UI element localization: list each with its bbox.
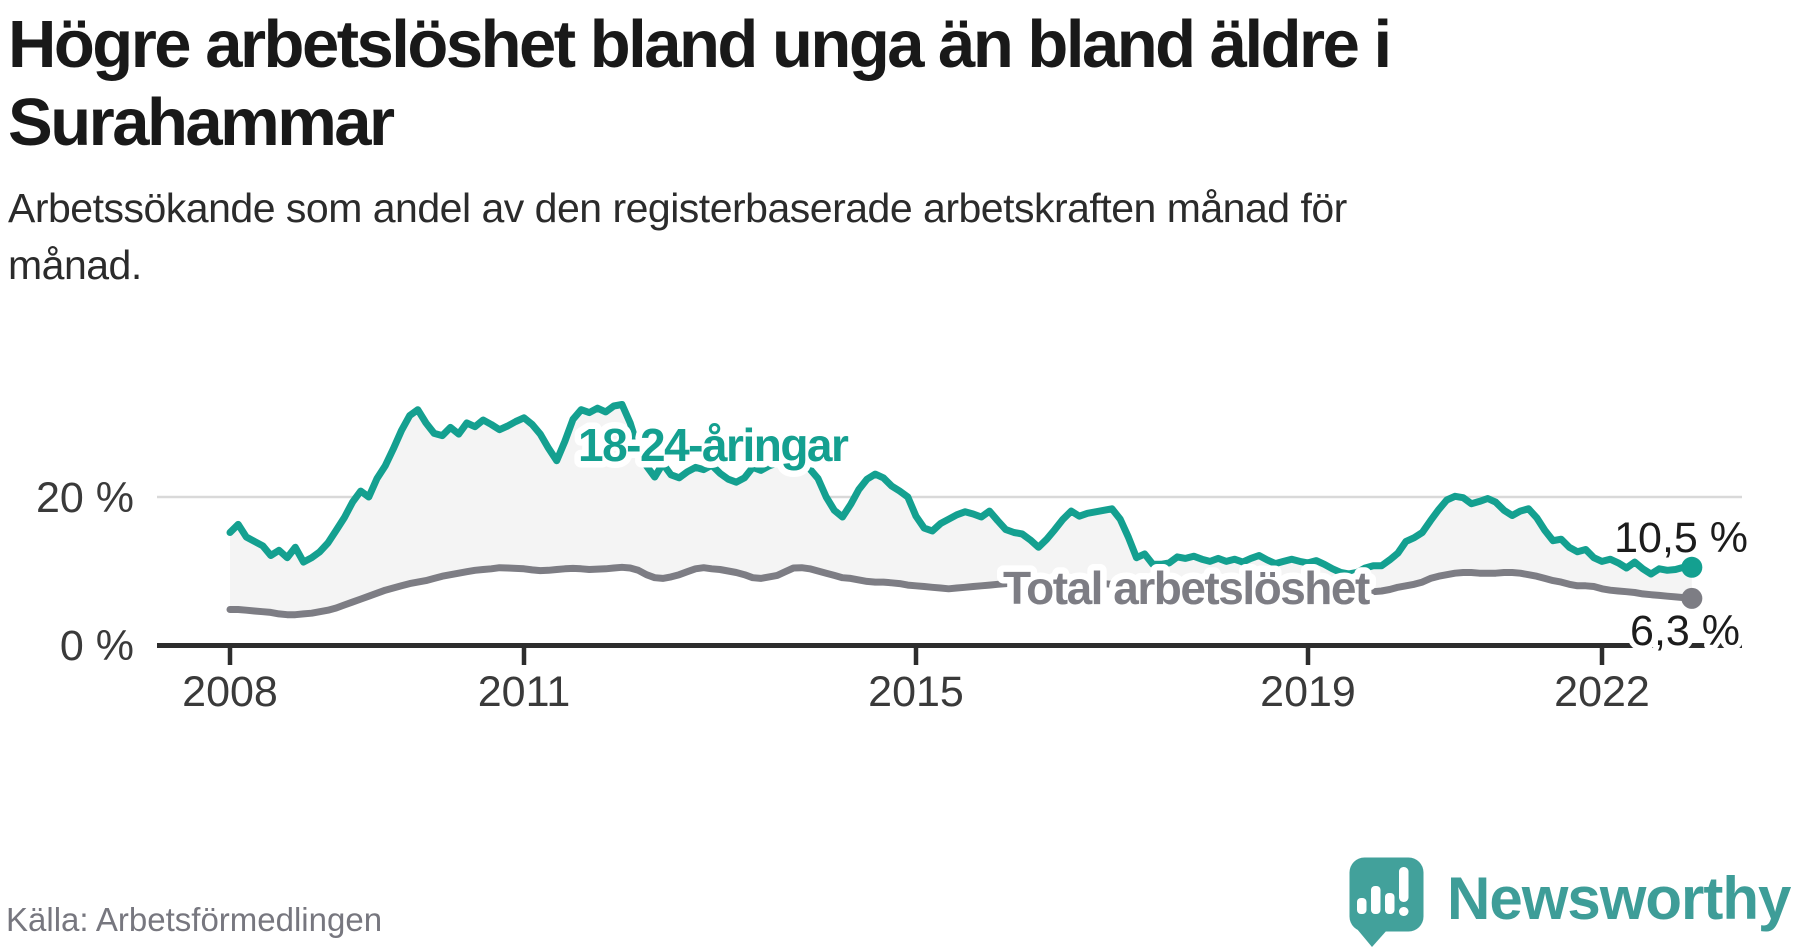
series-label-total: Total arbetslöshet: [1003, 562, 1370, 614]
end-value-label-total: 6,3 %: [1630, 607, 1740, 655]
subtitle-line-2: månad.: [8, 241, 142, 288]
logo-bar-small-icon: [1357, 898, 1367, 914]
logo-exclamation-bar-icon: [1399, 867, 1409, 902]
logo-bar-tall-icon: [1371, 886, 1381, 914]
end-dot-total: [1681, 587, 1703, 609]
x-tick-label-2022: 2022: [1554, 668, 1650, 716]
series-line-total: [226, 563, 1696, 619]
chart-subtitle: Arbetssökande som andel av den registerb…: [8, 180, 1708, 293]
end-dot-youth: [1681, 556, 1703, 578]
title-line-1: Högre arbetslöshet bland unga än bland ä…: [8, 7, 1392, 82]
logo-bar-medium-icon: [1385, 893, 1395, 914]
title-line-2: Surahammar: [8, 85, 395, 161]
page-title: Högre arbetslöshet bland unga än bland ä…: [8, 6, 1728, 163]
y-tick-label-20: 20 %: [36, 474, 134, 522]
source-attribution: Källa: Arbetsförmedlingen: [6, 901, 383, 938]
series-line-youth: [226, 401, 1696, 578]
x-tick-label-2008: 2008: [182, 668, 278, 716]
brand-wordmark: Newsworthy: [1447, 865, 1791, 932]
x-tick-label-2011: 2011: [478, 668, 570, 716]
newsworthy-logo-icon: [1349, 857, 1424, 947]
end-value-label-youth: 10,5 %: [1614, 514, 1748, 562]
y-tick-label-0: 0 %: [60, 622, 134, 670]
subtitle-line-1: Arbetssökande som andel av den registerb…: [8, 185, 1347, 231]
x-tick-label-2015: 2015: [868, 668, 964, 716]
x-tick-label-2019: 2019: [1260, 668, 1356, 716]
series-label-youth: 18-24-åringar: [578, 419, 849, 471]
band-between-series: [230, 404, 1692, 615]
logo-exclamation-dot-icon: [1399, 907, 1409, 916]
